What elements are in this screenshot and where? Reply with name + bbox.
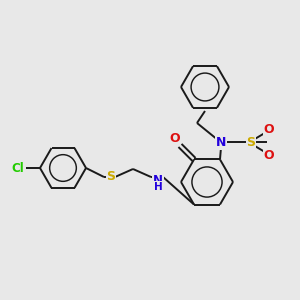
Text: Cl: Cl: [12, 161, 24, 175]
Text: O: O: [264, 149, 274, 162]
Text: S: S: [247, 136, 256, 149]
Text: N: N: [153, 173, 163, 187]
Text: H: H: [154, 182, 162, 192]
Text: O: O: [264, 123, 274, 136]
Text: N: N: [216, 136, 226, 149]
Text: S: S: [106, 170, 116, 184]
Text: O: O: [170, 132, 180, 145]
